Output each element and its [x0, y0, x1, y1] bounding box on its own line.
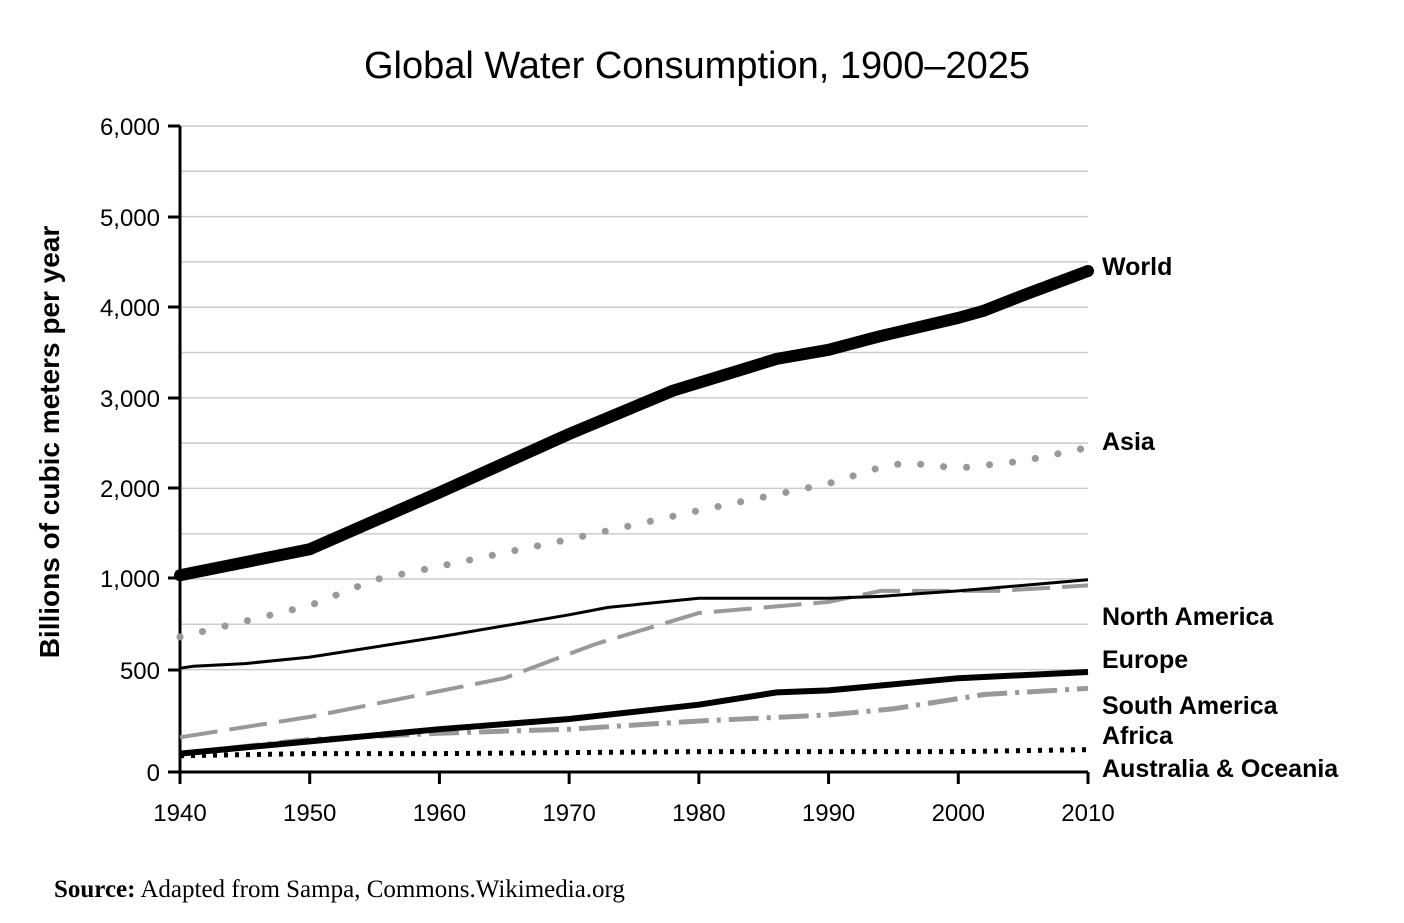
series-label-world: World	[1102, 253, 1172, 281]
series-label-south-america: South America	[1102, 692, 1279, 720]
y-tick-label: 3,000	[100, 386, 160, 413]
x-axis-ticks: 1940 1950 1960 1970 1980 1990 2000 2010	[153, 772, 1115, 827]
y-tick-label: 6,000	[100, 114, 160, 141]
series-line-south-america	[179, 669, 1089, 757]
series-lines	[174, 265, 1094, 759]
source-label: Source:	[54, 876, 136, 903]
y-axis-ticks: 0 500 1,000 2,000 3,000 4,000 5,000 6,000	[100, 114, 180, 787]
y-tick-label: 0	[147, 760, 160, 787]
source-note: Source: Adapted from Sampa, Commons.Wiki…	[54, 876, 625, 904]
series-line-world	[174, 265, 1094, 582]
y-tick-label: 4,000	[100, 295, 160, 322]
series-label-europe: Europe	[1102, 646, 1188, 674]
grid	[180, 125, 1088, 671]
x-tick-label: 1940	[153, 800, 206, 827]
series-line-australia-oceania	[179, 747, 1089, 759]
series-line-asia	[176, 444, 1092, 641]
x-tick-label: 1950	[283, 800, 336, 827]
series-label-north-america: North America	[1102, 603, 1274, 631]
x-tick-label: 1990	[802, 800, 855, 827]
series-label-asia: Asia	[1102, 428, 1156, 456]
axes	[168, 126, 1088, 774]
x-tick-label: 1960	[413, 800, 466, 827]
series-line-europe	[179, 583, 1089, 740]
x-tick-label: 1980	[672, 800, 725, 827]
x-tick-label: 1970	[542, 800, 595, 827]
y-axis-label: Billions of cubic meters per year	[34, 226, 65, 659]
series-label-africa: Africa	[1102, 722, 1174, 750]
y-tick-label: 5,000	[100, 205, 160, 232]
y-tick-label: 1,000	[100, 566, 160, 593]
y-tick-label: 2,000	[100, 476, 160, 503]
y-tick-label: 500	[120, 658, 160, 685]
series-line-north-america	[179, 578, 1089, 670]
series-labels: World Asia North America Europe South Americ…	[1102, 253, 1339, 783]
source-text: Adapted from Sampa, Commons.Wikimedia.or…	[140, 876, 625, 903]
x-tick-label: 2000	[932, 800, 985, 827]
x-tick-label: 2010	[1061, 800, 1114, 827]
chart-title: Global Water Consumption, 1900–2025	[364, 45, 1030, 87]
series-line-africa	[179, 685, 1089, 757]
series-label-australia-oceania: Australia & Oceania	[1102, 755, 1339, 783]
